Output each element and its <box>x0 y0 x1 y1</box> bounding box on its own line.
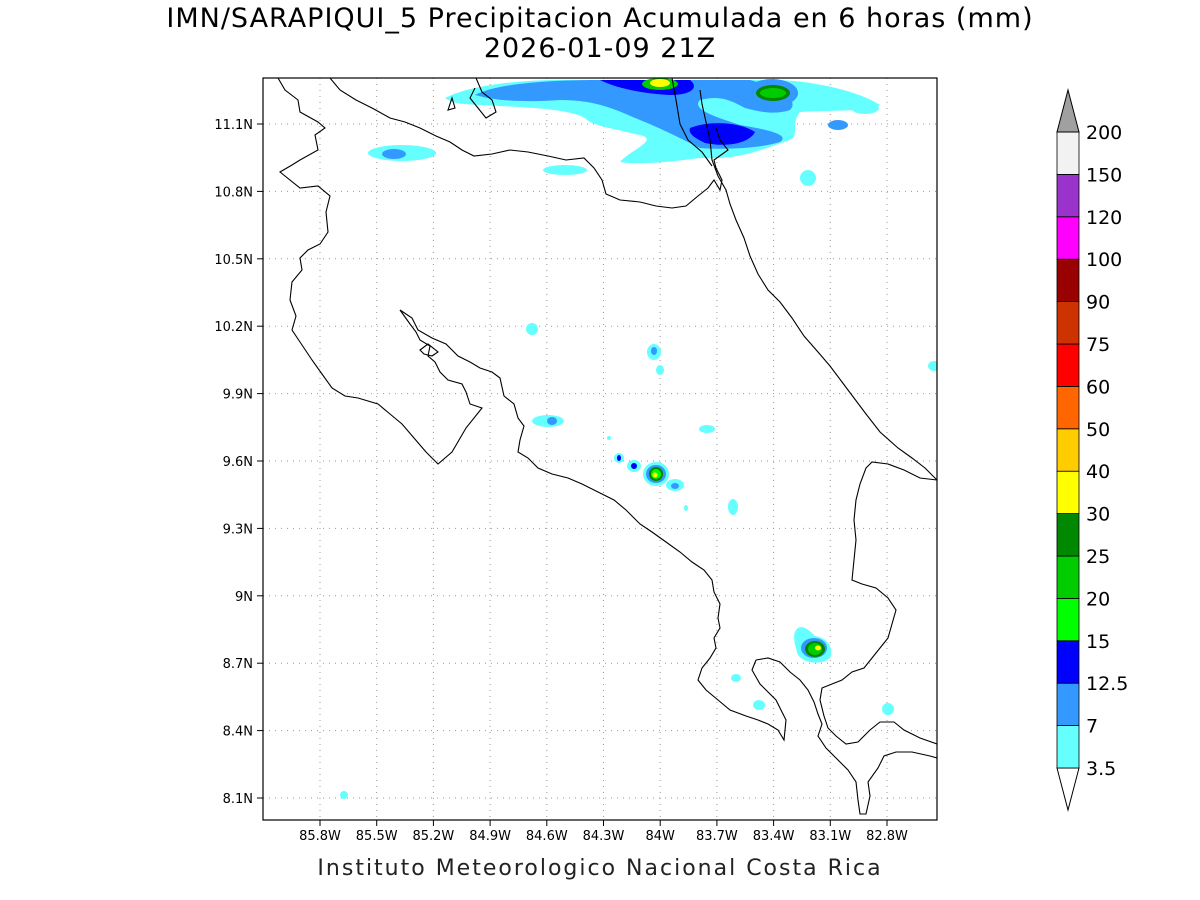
rain-cell-right-2 <box>851 102 879 114</box>
colorbar-label: 50 <box>1086 419 1110 441</box>
colorbar-label: 25 <box>1086 546 1110 568</box>
rain-cell-small-8-core <box>631 463 637 469</box>
x-tick-label: 84.9W <box>469 829 511 844</box>
y-axis-ticks: 11.1N 10.8N 10.5N 10.2N 9.9N 9.6N 9.3N 9N 8.7N 8.… <box>214 118 263 807</box>
rain-cell-small-9-core <box>671 483 679 489</box>
colorbar-swatch <box>1056 301 1080 345</box>
rain-cell-ne-inner <box>760 88 786 98</box>
colorbar-label: 40 <box>1086 461 1110 483</box>
x-tick-label: 84W <box>645 829 675 844</box>
colorbar-label: 3.5 <box>1086 758 1116 780</box>
colorbar-swatch <box>1056 598 1080 642</box>
y-tick-label: 10.5N <box>214 253 253 268</box>
colorbar-label: 200 <box>1086 122 1122 144</box>
colorbar-label: 7 <box>1086 716 1098 738</box>
colorbar-swatch <box>1056 173 1080 218</box>
rain-cell-right <box>828 120 848 130</box>
coastlines <box>277 78 937 815</box>
colorbar-label: 15 <box>1086 631 1110 653</box>
rain-cell-small-11 <box>684 505 688 511</box>
y-tick-label: 10.8N <box>214 185 253 200</box>
colorbar-swatch <box>1056 428 1080 472</box>
map-subtitle-datetime: 2026-01-09 21Z <box>483 33 717 64</box>
x-tick-label: 85.2W <box>412 829 454 844</box>
colorbar-label: 30 <box>1086 504 1110 526</box>
rain-cell-west-central-core <box>547 417 557 425</box>
y-tick-label: 9.6N <box>223 455 253 470</box>
y-tick-label: 8.4N <box>223 725 253 740</box>
colorbar-label: 90 <box>1086 292 1110 314</box>
colorbar-label: 20 <box>1086 588 1110 610</box>
colorbar-swatch <box>1056 385 1080 430</box>
rain-cell-small-6 <box>699 425 715 433</box>
y-tick-label: 9N <box>235 590 253 605</box>
colorbar-label: 150 <box>1086 164 1122 186</box>
x-axis-ticks: 85.8W 85.5W 85.2W 84.9W 84.6W 84.3W 84W 83.7W 83… <box>299 820 908 844</box>
x-tick-label: 84.3W <box>583 829 625 844</box>
rain-cell-small-12 <box>607 436 611 440</box>
x-tick-label: 84.6W <box>526 829 568 844</box>
y-tick-label: 8.7N <box>223 657 253 672</box>
colorbar-max-arrow <box>1056 88 1080 133</box>
rain-cell-small-13 <box>731 674 741 682</box>
rain-cell-small-7-core <box>617 455 621 461</box>
x-tick-label: 85.8W <box>299 829 341 844</box>
y-tick-label: 8.1N <box>223 792 253 807</box>
colorbar-swatch <box>1056 343 1080 387</box>
rain-cell-small-3 <box>526 323 538 335</box>
colorbar-swatch <box>1056 640 1080 684</box>
y-tick-label: 10.2N <box>214 320 253 335</box>
map-title: IMN/SARAPIQUI_5 Precipitacion Acumulada … <box>166 3 1034 34</box>
colorbar-swatch <box>1056 682 1080 727</box>
colorbar-swatch <box>1056 216 1080 260</box>
colorbar-min-arrow <box>1056 767 1080 812</box>
colorbar-legend: 3.5 7 12.5 15 20 25 30 40 50 60 75 90 100 120 150 200 <box>1056 88 1128 812</box>
footer-credit: Instituto Meteorologico Nacional Costa R… <box>317 856 883 881</box>
y-tick-label: 9.9N <box>223 388 253 403</box>
colorbar-label: 75 <box>1086 334 1110 356</box>
x-tick-label: 83.7W <box>696 829 738 844</box>
colorbar-label: 100 <box>1086 249 1122 271</box>
colorbar-swatch <box>1056 513 1080 557</box>
grid-lines <box>263 78 937 820</box>
x-tick-label: 82.8W <box>866 829 908 844</box>
rain-cell-central-core <box>652 472 658 478</box>
colorbar-swatch <box>1056 131 1080 175</box>
rain-cell-small-15 <box>882 703 894 715</box>
rain-cell-west-north-core <box>382 149 406 159</box>
rain-cell-east-edge <box>928 361 937 371</box>
colorbar-swatch <box>1056 470 1080 515</box>
rain-cell-small-4-core <box>651 347 657 355</box>
colorbar-label: 60 <box>1086 376 1110 398</box>
rain-cell-small-1 <box>543 165 587 175</box>
y-tick-label: 11.1N <box>214 118 253 133</box>
colorbar-swatch <box>1056 725 1080 769</box>
precipitation-layer <box>340 78 937 799</box>
x-tick-label: 83.1W <box>809 829 851 844</box>
rain-cell-small-2 <box>800 170 816 186</box>
x-tick-label: 83.4W <box>753 829 795 844</box>
plot-frame <box>262 77 938 821</box>
rain-cell-top-center-core <box>650 79 670 87</box>
x-tick-label: 85.5W <box>356 829 398 844</box>
colorbar-label: 12.5 <box>1086 673 1128 695</box>
colorbar-swatch <box>1056 555 1080 599</box>
colorbar-swatch <box>1056 258 1080 303</box>
rain-area-north-strong-2 <box>689 123 755 145</box>
rain-cell-south-core <box>815 645 821 651</box>
y-tick-label: 9.3N <box>223 522 253 537</box>
rain-cell-small-16 <box>340 791 348 799</box>
colorbar-label: 120 <box>1086 207 1122 229</box>
rain-cell-small-14 <box>753 700 765 710</box>
rain-cell-small-10 <box>728 499 738 515</box>
rain-cell-small-5 <box>656 365 664 375</box>
